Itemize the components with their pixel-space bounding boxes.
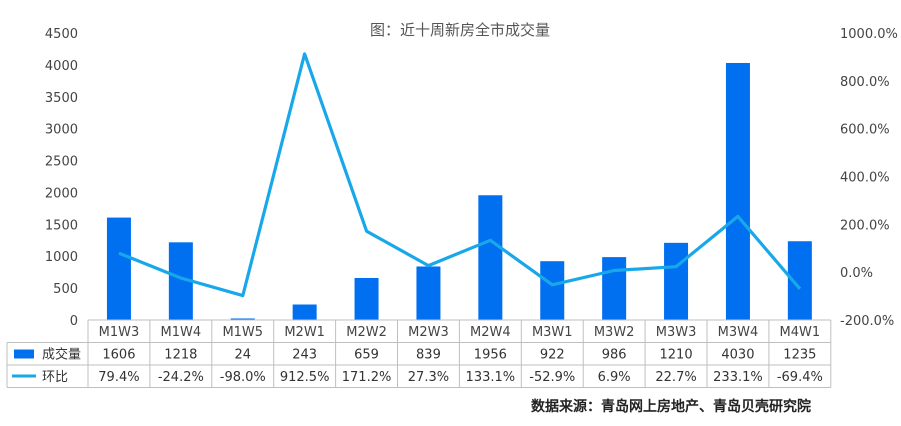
x-axis-tick: M2W1 <box>284 325 325 340</box>
left-axis-tick: 4500 <box>45 27 78 42</box>
legend-label-bar: 成交量 <box>42 347 81 363</box>
left-axis-tick: 1000 <box>45 250 78 265</box>
bar-data-label: 1606 <box>102 348 135 363</box>
left-axis-tick: 3500 <box>45 91 78 106</box>
bar <box>725 62 750 320</box>
bar-data-label: 24 <box>234 348 251 363</box>
bar <box>292 304 317 320</box>
x-axis-tick: M2W2 <box>346 325 387 340</box>
bar-data-label: 1235 <box>783 348 816 363</box>
bar-data-label: 1218 <box>164 348 197 363</box>
line-series-mom <box>118 52 802 298</box>
left-axis-tick: 0 <box>70 314 78 329</box>
line-data-label: -52.9% <box>529 370 575 385</box>
line-data-label: 6.9% <box>598 370 631 385</box>
right-axis-tick: 800.0% <box>840 75 890 90</box>
line-data-label: 912.5% <box>280 370 330 385</box>
bar-data-label: 4030 <box>721 348 754 363</box>
line-data-label: 133.1% <box>466 370 516 385</box>
x-axis-tick: M3W3 <box>656 325 697 340</box>
left-axis-tick: 1500 <box>45 218 78 233</box>
x-axis-tick: M1W3 <box>99 325 140 340</box>
x-axis-tick: M3W4 <box>718 325 759 340</box>
line-data-label: 233.1% <box>713 370 763 385</box>
left-axis-tick: 3000 <box>45 123 78 138</box>
left-axis-tick: 2500 <box>45 155 78 170</box>
bar <box>416 266 441 320</box>
left-axis-tick: 500 <box>53 282 78 297</box>
right-axis-tick: 600.0% <box>840 123 890 138</box>
bar <box>106 217 131 320</box>
x-axis-tick: M2W4 <box>470 325 511 340</box>
left-axis-tick: 4000 <box>45 59 78 74</box>
bar-data-label: 659 <box>354 348 379 363</box>
line-data-label: -69.4% <box>777 370 823 385</box>
x-axis-tick: M1W4 <box>161 325 202 340</box>
bar-data-label: 243 <box>292 348 317 363</box>
right-axis-tick: -200.0% <box>840 314 894 329</box>
bar <box>478 195 503 320</box>
bar <box>230 318 255 320</box>
x-axis-tick: M2W3 <box>408 325 449 340</box>
bar-data-label: 1210 <box>660 348 693 363</box>
x-axis-tick: M3W1 <box>532 325 573 340</box>
line-data-label: 27.3% <box>408 370 449 385</box>
bar <box>354 277 379 320</box>
x-axis-tick: M1W5 <box>222 325 263 340</box>
bar-data-label: 986 <box>602 348 627 363</box>
line-data-label: 171.2% <box>342 370 392 385</box>
bar <box>540 261 565 320</box>
bar <box>602 257 627 320</box>
right-axis-tick: 400.0% <box>840 171 890 186</box>
line-data-label: 79.4% <box>98 370 139 385</box>
bar-data-label: 1956 <box>474 348 507 363</box>
legend-key-bar <box>14 349 34 359</box>
bar-data-label: 922 <box>540 348 565 363</box>
line-data-label: -98.0% <box>220 370 266 385</box>
bar <box>664 242 689 320</box>
bar-data-label: 839 <box>416 348 441 363</box>
right-axis-tick: 200.0% <box>840 218 890 233</box>
source-note: 数据来源：青岛网上房地产、青岛贝壳研究院 <box>531 399 811 415</box>
x-axis-tick: M4W1 <box>780 325 821 340</box>
line-data-label: -24.2% <box>158 370 204 385</box>
chart-title: 图：近十周新房全市成交量 <box>370 21 550 39</box>
line-data-label: 22.7% <box>655 370 696 385</box>
x-axis-tick: M3W2 <box>594 325 635 340</box>
right-axis-tick: 0.0% <box>840 266 873 281</box>
right-axis-tick: 1000.0% <box>840 27 898 42</box>
legend-label-line: 环比 <box>42 370 68 385</box>
left-axis-tick: 2000 <box>45 186 78 201</box>
